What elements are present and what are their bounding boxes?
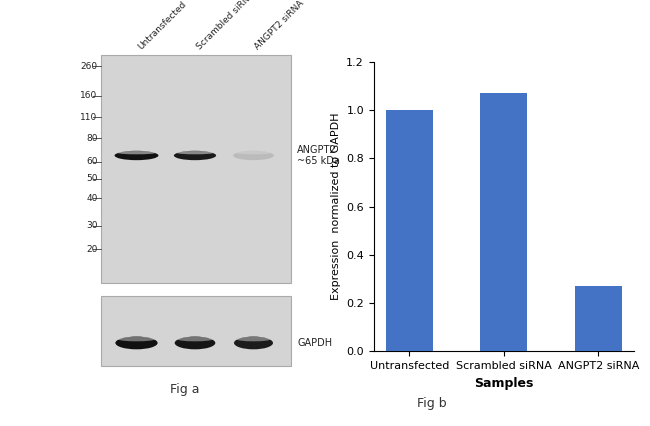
Text: 30: 30 bbox=[86, 221, 97, 230]
Ellipse shape bbox=[234, 337, 273, 349]
Ellipse shape bbox=[174, 151, 216, 160]
Text: GAPDH: GAPDH bbox=[298, 338, 333, 348]
Ellipse shape bbox=[235, 151, 272, 154]
Ellipse shape bbox=[176, 151, 214, 154]
Ellipse shape bbox=[177, 337, 213, 341]
X-axis label: Samples: Samples bbox=[474, 377, 534, 390]
Bar bbox=[101, 296, 291, 366]
Ellipse shape bbox=[114, 151, 159, 160]
Ellipse shape bbox=[116, 337, 157, 349]
Ellipse shape bbox=[236, 337, 271, 341]
Ellipse shape bbox=[117, 151, 156, 154]
Text: Fig a: Fig a bbox=[170, 383, 200, 396]
Bar bbox=[575, 286, 622, 351]
Bar bbox=[101, 55, 291, 283]
Bar bbox=[480, 93, 527, 351]
Text: Scrambled siRNA: Scrambled siRNA bbox=[195, 0, 256, 51]
Text: 20: 20 bbox=[86, 245, 97, 254]
Text: 40: 40 bbox=[86, 193, 97, 203]
Text: 50: 50 bbox=[86, 174, 97, 184]
Text: ANGPT2 siRNA: ANGPT2 siRNA bbox=[254, 0, 306, 51]
Y-axis label: Expression  normalized to GAPDH: Expression normalized to GAPDH bbox=[331, 113, 341, 300]
Text: 60: 60 bbox=[86, 157, 97, 167]
Text: 260: 260 bbox=[81, 61, 98, 71]
Text: ANGPT2
~65 kDa: ANGPT2 ~65 kDa bbox=[298, 145, 340, 166]
Bar bbox=[385, 110, 433, 351]
Text: 80: 80 bbox=[86, 134, 97, 143]
Ellipse shape bbox=[175, 337, 215, 349]
Text: 110: 110 bbox=[80, 112, 98, 122]
Text: Fig b: Fig b bbox=[417, 397, 447, 410]
Ellipse shape bbox=[118, 337, 155, 341]
Ellipse shape bbox=[233, 151, 274, 160]
Text: 160: 160 bbox=[80, 91, 98, 101]
Text: Untransfected: Untransfected bbox=[136, 0, 188, 51]
